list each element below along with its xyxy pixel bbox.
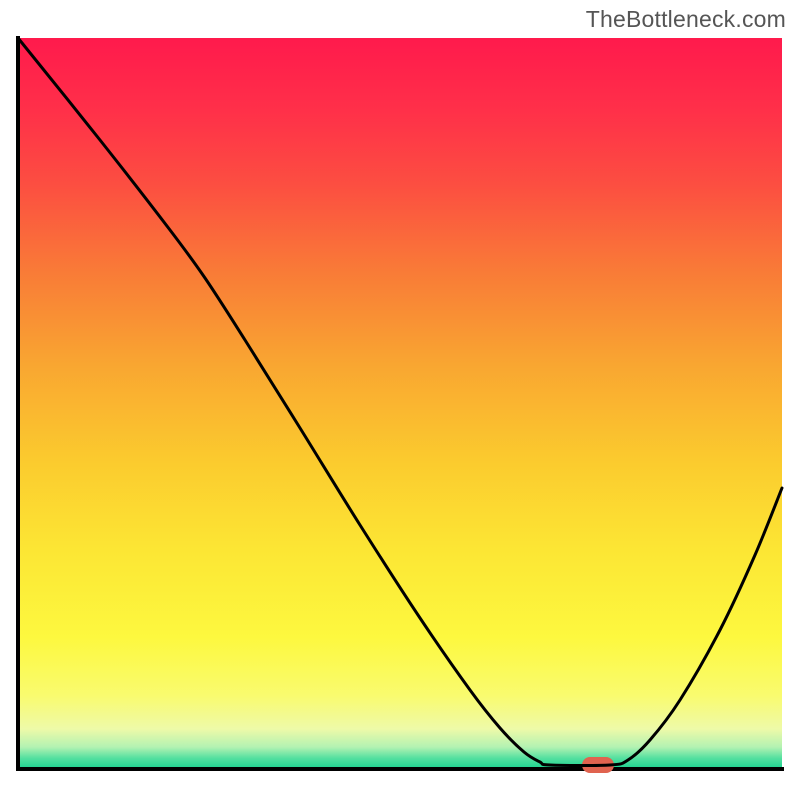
chart-container: TheBottleneck.com [0, 0, 800, 800]
bottleneck-chart [0, 0, 800, 800]
watermark-text: TheBottleneck.com [586, 6, 786, 33]
plot-background [18, 38, 782, 769]
